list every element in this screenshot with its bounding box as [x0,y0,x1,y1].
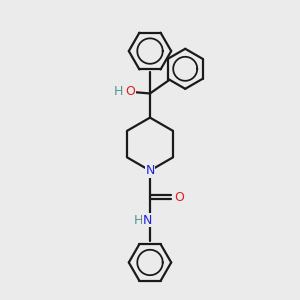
Text: O: O [175,190,184,204]
Text: H: H [134,214,143,226]
Text: N: N [143,214,152,226]
Text: H: H [114,85,124,98]
Text: O: O [125,85,135,98]
Text: N: N [145,164,155,177]
